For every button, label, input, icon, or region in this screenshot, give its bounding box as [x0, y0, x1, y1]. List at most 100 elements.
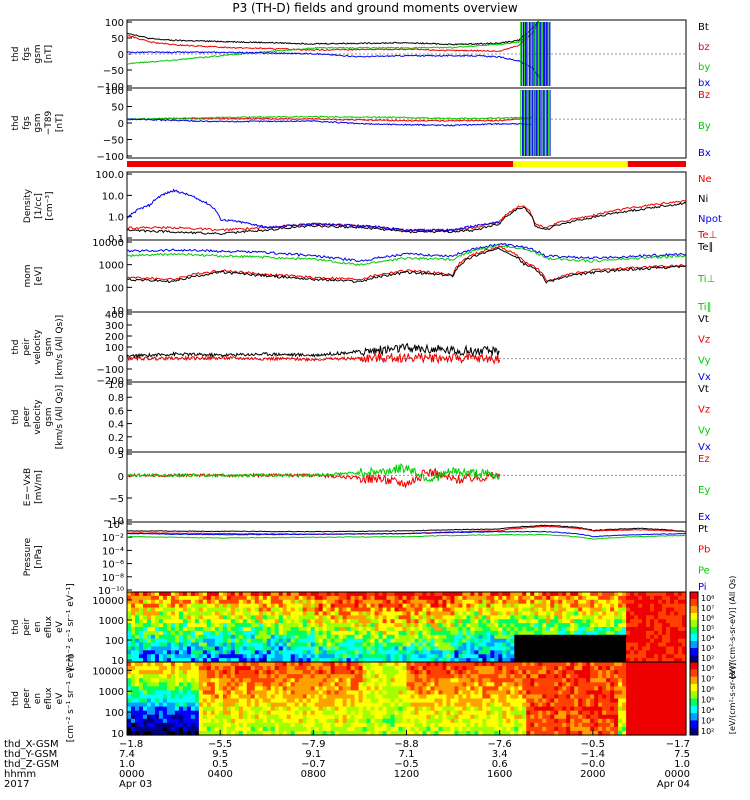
spectrogram-cell — [294, 726, 300, 732]
spectrogram-cell — [242, 595, 248, 601]
spectrogram-cell — [590, 722, 595, 728]
spectrogram-cell — [438, 706, 444, 712]
spectrogram-cell — [666, 634, 671, 640]
spectrogram-cell — [674, 603, 679, 609]
spectrogram-cell — [602, 670, 607, 675]
spectrogram-cell — [490, 599, 495, 605]
spectrogram-cell — [206, 702, 212, 708]
spectrogram-cell — [214, 592, 220, 597]
spectrogram-cell — [190, 634, 196, 640]
spectrogram-cell — [142, 634, 148, 640]
spectrogram-cell — [374, 630, 380, 636]
spectrogram-cell — [342, 646, 348, 651]
spectrogram-cell — [506, 678, 511, 683]
series-line-Vz — [127, 352, 501, 365]
spectrogram-cell — [338, 642, 344, 648]
spectrogram-cell — [158, 627, 164, 632]
spectrogram-cell — [514, 678, 519, 683]
spectrogram-cell — [382, 654, 388, 659]
spectrogram-cell — [254, 615, 260, 620]
spectrogram-cell — [522, 607, 527, 613]
spectrogram-cell — [210, 686, 216, 691]
spectrogram-cell — [127, 714, 132, 720]
spectrogram-cell — [127, 592, 132, 597]
spectrogram-cell — [542, 702, 547, 708]
spectrogram-cell — [594, 658, 599, 663]
spectrogram-cell — [618, 658, 623, 663]
spectrogram-cell — [598, 702, 603, 708]
spectrogram-cell — [174, 730, 180, 736]
spectrogram-cell — [158, 682, 164, 687]
spectrogram-cell — [194, 678, 200, 683]
spectrogram-cell — [294, 730, 300, 736]
spectrogram-cell — [310, 710, 316, 716]
spectrogram-cell — [210, 682, 216, 687]
spectrogram-cell — [442, 694, 448, 700]
spectrogram-cell — [194, 599, 200, 605]
spectrogram-cell — [250, 686, 256, 691]
spectrogram-cell — [218, 702, 224, 708]
spectrogram-cell — [270, 718, 276, 724]
spectrogram-cell — [238, 694, 244, 700]
spectrogram-cell — [546, 654, 551, 659]
spectrogram-cell — [142, 611, 148, 616]
spectrogram-cell — [174, 630, 180, 636]
spectrogram-cell — [630, 615, 635, 620]
spectrogram-cell — [482, 627, 487, 632]
spectrogram-cell — [366, 646, 372, 651]
spectrogram-cell — [374, 714, 380, 720]
spectrogram-cell — [450, 682, 456, 687]
spectrogram-cell — [474, 607, 479, 613]
spectrogram-cell — [250, 634, 256, 640]
spectrogram-cell — [418, 714, 424, 720]
spectrogram-cell — [142, 722, 148, 728]
spectrogram-cell — [682, 595, 687, 601]
spectrogram-cell — [570, 682, 575, 687]
spectrogram-cell — [318, 666, 324, 671]
spectrogram-cell — [362, 730, 368, 736]
spectrogram-cell — [334, 726, 340, 732]
spectrogram-cell — [482, 670, 487, 675]
spectrogram-cell — [502, 702, 507, 708]
spectrogram-cell — [406, 706, 412, 712]
spectrogram-cell — [478, 654, 483, 659]
spectrogram-cell — [294, 718, 300, 724]
spectrogram-cell — [130, 666, 136, 671]
spectrogram-cell — [586, 730, 591, 736]
legend-entry: By — [698, 121, 711, 132]
spectrogram-cell — [382, 619, 388, 624]
spectrogram-cell — [138, 722, 144, 728]
spectrogram-cell — [522, 706, 527, 712]
spectrogram-cell — [206, 619, 212, 624]
spectrogram-cell — [502, 686, 507, 691]
spectrogram-cell — [626, 658, 631, 663]
spectrogram-cell — [454, 623, 459, 628]
spectrogram-cell — [234, 670, 240, 675]
spectrogram-cell — [314, 646, 320, 651]
spectrogram-cell — [590, 654, 595, 659]
spectrogram-cell — [482, 682, 487, 687]
spectrogram-cell — [518, 630, 523, 636]
spectrogram-cell — [162, 654, 168, 659]
spectrogram-cell — [358, 599, 364, 605]
spectrogram-cell — [318, 682, 324, 687]
spectrogram-cell — [566, 662, 571, 667]
legend-entry: Ey — [698, 485, 710, 496]
spectrogram-cell — [462, 599, 467, 605]
plot-title: P3 (TH-D) fields and ground moments over… — [232, 1, 517, 15]
spectrogram-cell — [602, 607, 607, 613]
spectrogram-cell — [366, 630, 372, 636]
spectrogram-cell — [130, 623, 136, 628]
spectrogram-cell — [362, 603, 368, 609]
spectrogram-cell — [150, 690, 156, 696]
spectrogram-cell — [642, 611, 647, 616]
spectrogram-cell — [178, 615, 184, 620]
spectrogram-cell — [422, 666, 428, 671]
spectrogram-cell — [446, 658, 452, 663]
spectrogram-cell — [614, 592, 619, 597]
spectrogram-cell — [214, 706, 220, 712]
spectrogram-cell — [498, 666, 503, 671]
spectrogram-cell — [482, 714, 487, 720]
spectrogram-cell — [314, 666, 320, 671]
spectrogram-cell — [254, 674, 260, 679]
